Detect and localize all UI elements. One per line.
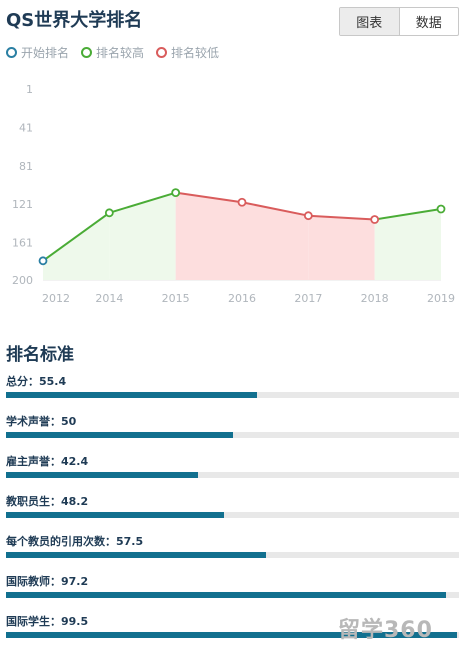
- view-toggle: 图表 数据: [339, 7, 459, 36]
- series-line-segment: [374, 207, 442, 221]
- x-tick-label: 2012: [42, 292, 70, 305]
- criteria-item: 学术声誉：50: [6, 413, 459, 438]
- criteria-track: [6, 512, 459, 518]
- series-line-segment: [308, 214, 375, 221]
- legend-item-lower[interactable]: 排名较低: [156, 44, 219, 61]
- criteria-label: 每个教员的引用次数：57.5: [6, 535, 144, 548]
- data-point: [436, 204, 446, 214]
- series-line-segment: [241, 201, 309, 217]
- x-tick-label: 2019: [427, 292, 455, 305]
- y-tick-label: 161: [12, 237, 33, 250]
- higher-area: [374, 208, 441, 280]
- criteria-track: [6, 632, 459, 638]
- criteria-bar: [6, 432, 233, 438]
- lower-area: [242, 202, 309, 280]
- criteria-bar: [6, 552, 267, 558]
- criteria-item: 总分：55.4: [6, 373, 459, 398]
- criteria-item: 教职员生：48.2: [6, 493, 459, 518]
- criteria-track: [6, 552, 459, 558]
- legend-label: 排名较低: [171, 46, 220, 60]
- x-tick-label: 2014: [95, 292, 123, 305]
- criteria-label: 国际学生：99.5: [6, 615, 89, 628]
- y-tick-label: 41: [19, 121, 33, 134]
- x-tick-label: 2017: [294, 292, 322, 305]
- legend-item-higher[interactable]: 排名较高: [81, 44, 144, 61]
- legend-dot-icon: [81, 47, 93, 58]
- criteria-bar: [6, 632, 457, 638]
- legend-label: 开始排名: [21, 46, 70, 60]
- y-tick-label: 121: [12, 198, 33, 211]
- criteria-track: [6, 472, 459, 478]
- chart-view-button[interactable]: 图表: [340, 8, 400, 35]
- legend-item-start[interactable]: 开始排名: [6, 44, 69, 61]
- lower-area: [175, 192, 242, 280]
- watermark-logo: 留学360: [338, 618, 433, 643]
- criteria-track: [6, 392, 459, 398]
- data-point: [171, 188, 181, 198]
- criteria-item: 国际教师：97.2: [6, 573, 459, 598]
- criteria-title: 排名标准: [6, 345, 74, 365]
- criteria-label: 教职员生：48.2: [6, 495, 89, 508]
- criteria-item: 每个教员的引用次数：57.5: [6, 533, 459, 558]
- y-tick-label: 1: [26, 83, 33, 96]
- higher-area: [43, 212, 110, 280]
- criteria-track: [6, 592, 459, 598]
- data-point: [38, 256, 48, 266]
- legend-label: 排名较高: [96, 46, 145, 60]
- lower-area: [308, 215, 375, 280]
- data-point: [104, 208, 114, 218]
- criteria-item: 雇主声誉：42.4: [6, 453, 459, 478]
- y-tick-label: 81: [19, 160, 33, 173]
- data-point: [303, 211, 313, 221]
- criteria-bar: [6, 592, 447, 598]
- criteria-bar: [6, 392, 257, 398]
- legend-dot-icon: [6, 47, 17, 58]
- data-point: [237, 197, 247, 207]
- legend-dot-icon: [156, 47, 168, 58]
- page-title: QS世界大学排名: [6, 10, 143, 31]
- series-line-segment: [175, 191, 243, 204]
- criteria-bar: [6, 512, 225, 518]
- higher-area: [109, 192, 176, 280]
- criteria-label: 国际教师：97.2: [6, 575, 89, 588]
- criteria-bar: [6, 472, 199, 478]
- criteria-item: 国际学生：99.5: [6, 613, 459, 638]
- criteria-label: 总分：55.4: [6, 375, 67, 388]
- data-view-button[interactable]: 数据: [415, 16, 442, 31]
- criteria-track: [6, 432, 459, 438]
- x-tick-label: 2016: [228, 292, 256, 305]
- x-tick-label: 2015: [162, 292, 190, 305]
- chart-legend: 开始排名 排名较高 排名较低: [6, 44, 219, 61]
- criteria-label: 雇主声誉：42.4: [6, 455, 89, 468]
- data-point: [370, 215, 380, 224]
- series-line-segment: [109, 191, 176, 214]
- criteria-label: 学术声誉：50: [6, 415, 77, 428]
- ranking-chart: 1 41 81 121 161 200 2012 2014 2015 2016 2017 2018 20…: [12, 83, 455, 305]
- series-line-segment: [42, 212, 110, 262]
- y-tick-label: 200: [12, 274, 33, 287]
- x-tick-label: 2018: [361, 292, 389, 305]
